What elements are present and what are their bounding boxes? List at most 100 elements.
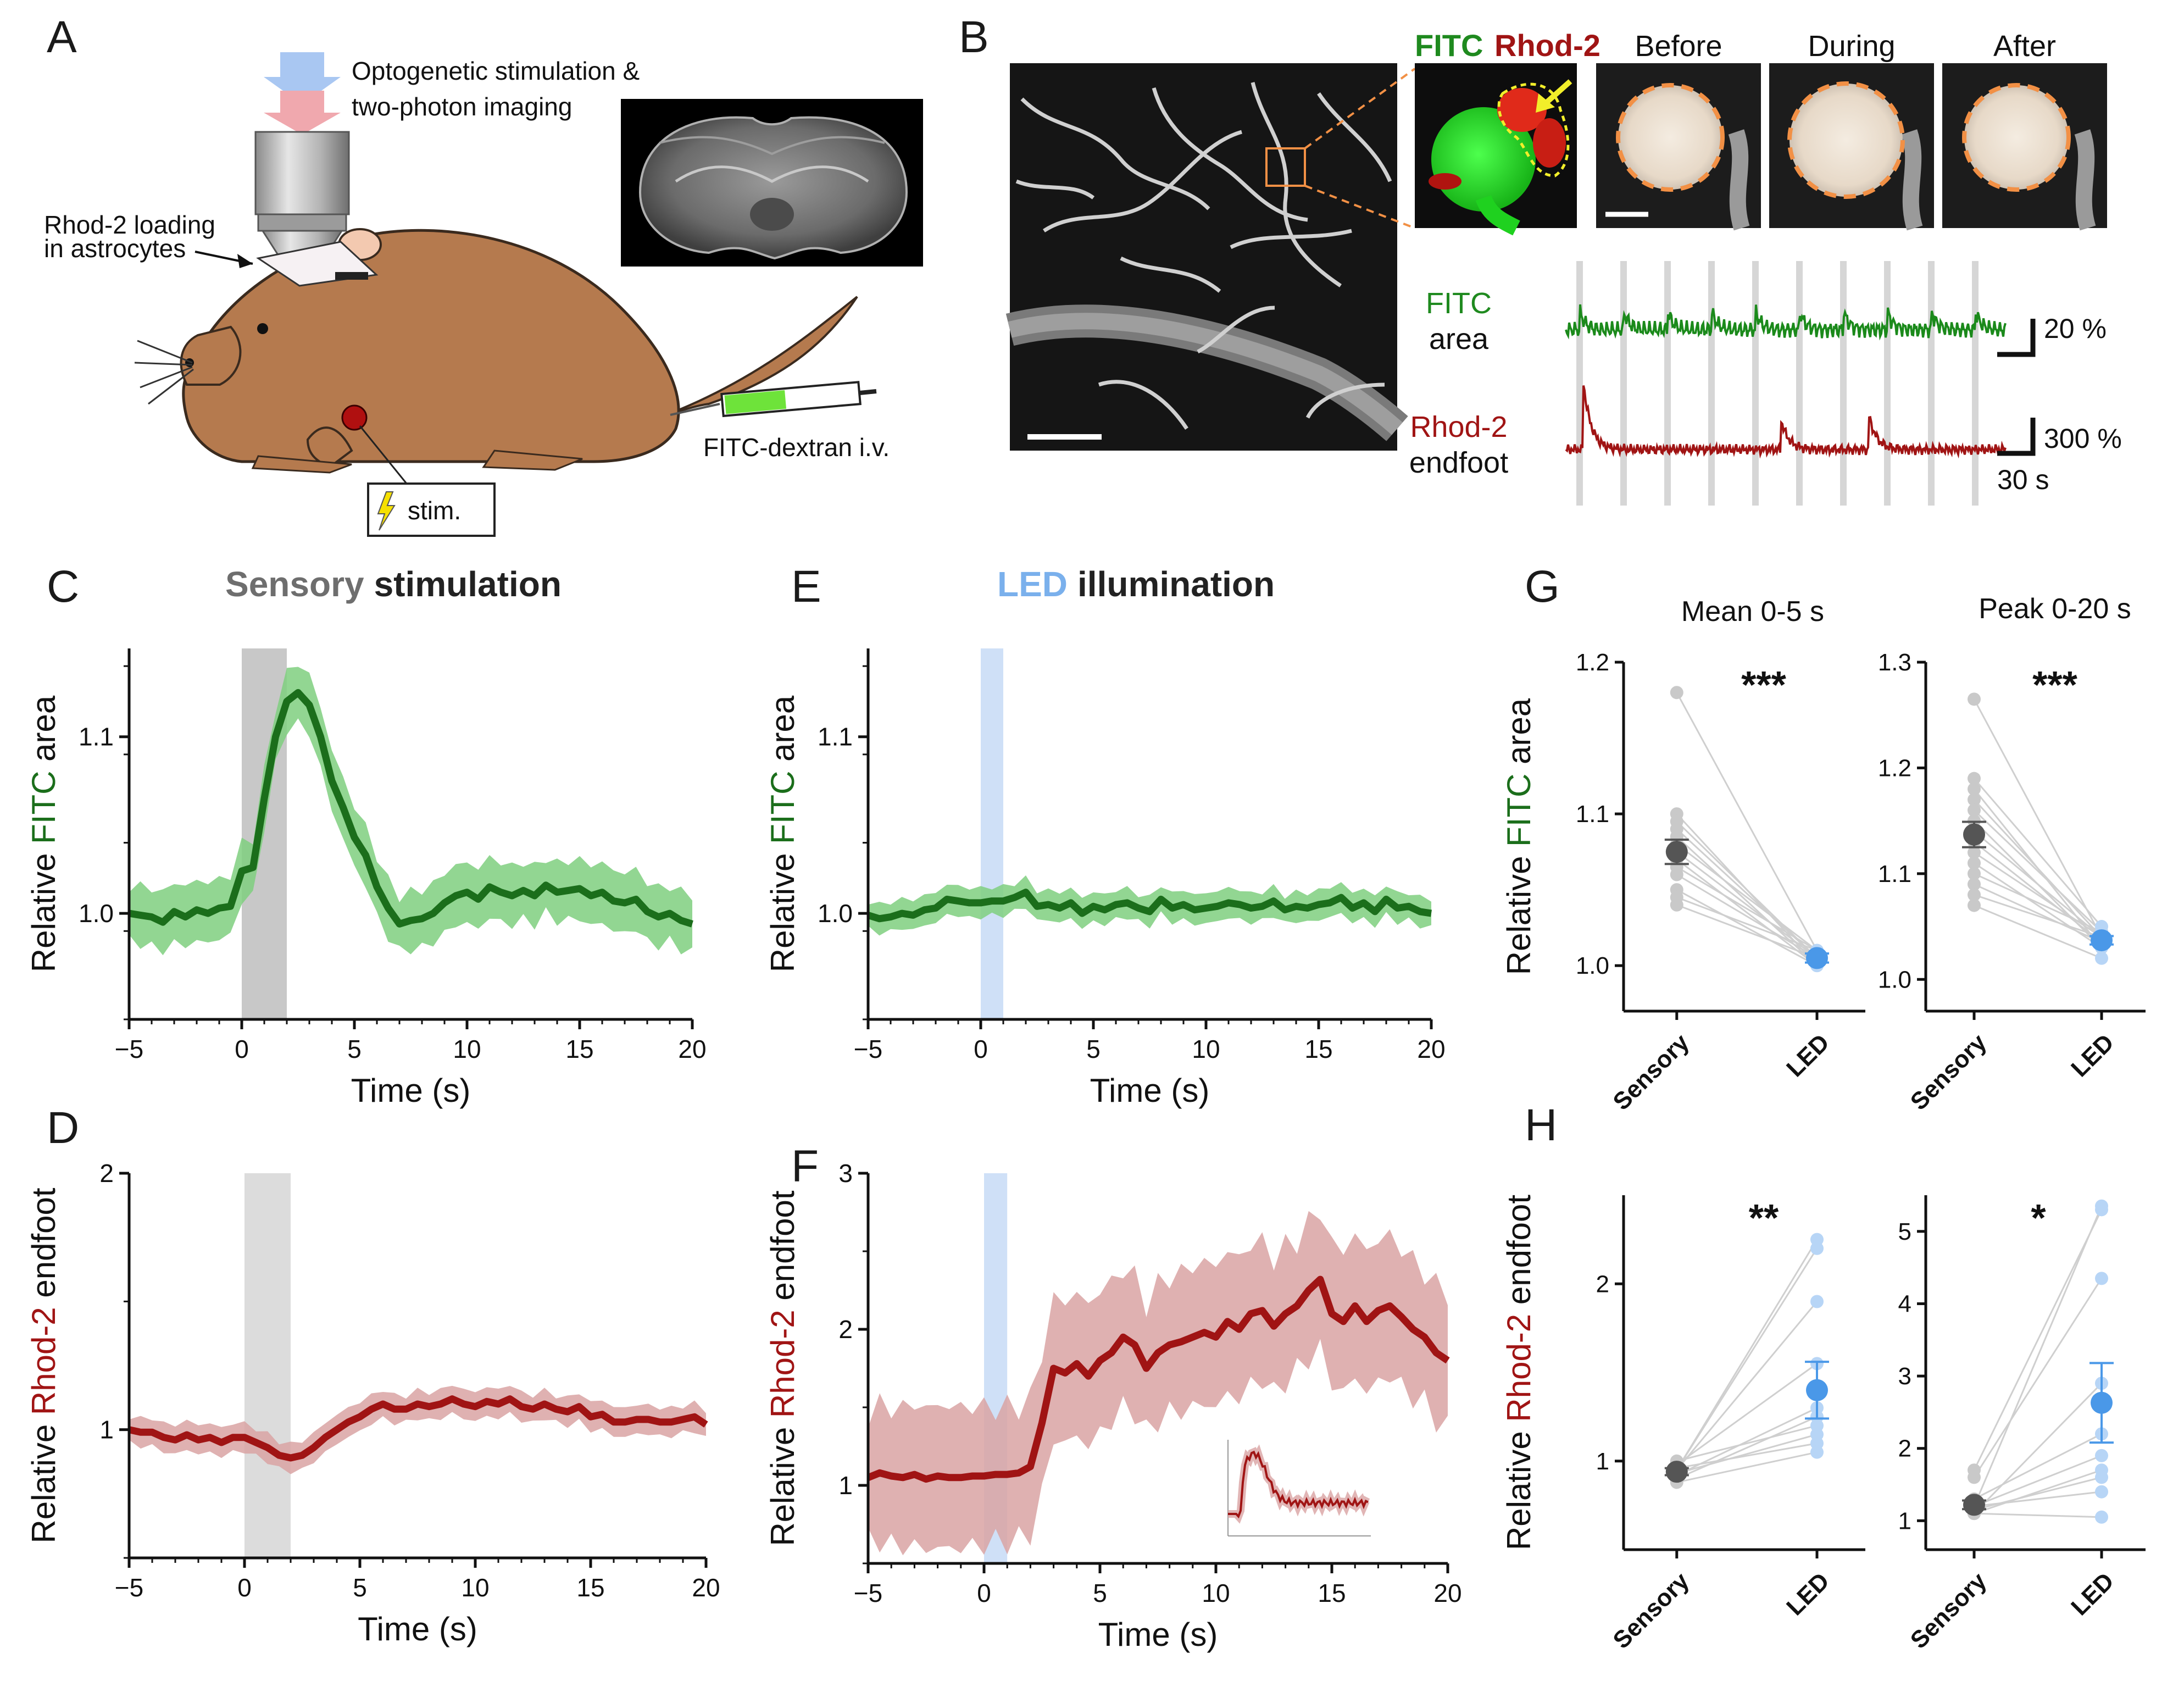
inset-line: [1228, 1450, 1369, 1519]
mean-trace-line: [867, 889, 1432, 923]
mean-point: [1806, 1379, 1828, 1401]
mean-point: [2091, 929, 2113, 952]
stim-marker-bar: [1708, 261, 1715, 506]
x-tick-label: 20: [1433, 1579, 1461, 1607]
g-left-significance: ***: [1741, 663, 1786, 706]
paired-line: [1676, 874, 1818, 959]
mean-point: [1963, 823, 1985, 846]
paired-line: [1676, 889, 1818, 967]
paired-line: [1974, 1455, 2102, 1507]
y-axis-label-part: endfoot: [25, 1188, 62, 1307]
x-axis-label: Time (s): [358, 1611, 477, 1647]
title-sensory-stimulation: Sensory stimulation: [225, 564, 562, 604]
mean-point: [1665, 1461, 1688, 1483]
panel-b: B: [959, 12, 2122, 506]
x-category-label: Sensory: [1608, 1029, 1694, 1116]
paired-line: [1676, 692, 1818, 951]
frame-before: [1596, 63, 1761, 231]
scale-bar-rhod: [1997, 418, 2036, 456]
trace-label-rhod-2: endfoot: [1409, 446, 1508, 479]
x-tick-label: 5: [347, 1035, 362, 1063]
y-tick-label: 1.2: [1878, 754, 1911, 781]
x-tick-label: −5: [854, 1579, 882, 1607]
chart-f-led-rhod: −5 0 5 10 15 20 1 2 3 Time (s) Relative Rhod-2 end…: [764, 1159, 1462, 1653]
title-word-sensory: Sensory: [225, 564, 364, 604]
mean-point: [1963, 1494, 1985, 1516]
y-axis-label-part: Rhod-2: [25, 1307, 62, 1415]
paired-line: [1676, 1301, 1818, 1471]
stim-markers: [1576, 261, 1979, 506]
stim-marker-bar: [1576, 261, 1583, 506]
paired-line: [1974, 1512, 2102, 1518]
panel-label-a: A: [47, 12, 77, 62]
y-axis-label-part: Relative: [1501, 1422, 1537, 1550]
blue-light-arrow-icon: [264, 52, 341, 104]
led-point: [2095, 1272, 2108, 1285]
lightning-icon: [377, 491, 396, 531]
x-tick-label: 10: [453, 1035, 481, 1063]
x-tick-label: −5: [115, 1573, 143, 1602]
title-word-stimulation: stimulation: [374, 564, 562, 604]
panel-label-g: G: [1525, 562, 1560, 612]
chart-e-led-fitc: −5 0 5 10 15 20 1.0 1.1 Time (s) Relative FITC ar…: [764, 648, 1446, 1109]
y-tick-label: 2: [1596, 1271, 1609, 1297]
vasculature-image: [1005, 63, 1416, 451]
g-right-significance: ***: [2032, 663, 2077, 706]
paired-line: [1974, 873, 2102, 933]
paired-line: [1676, 1451, 1818, 1483]
mouse-illustration: [134, 228, 858, 484]
h-right-significance: *: [2031, 1196, 2046, 1239]
paired-line: [1676, 851, 1818, 959]
y-axis-label: Relative Rhod-2 endfoot: [25, 1188, 62, 1543]
paired-line: [1676, 1416, 1818, 1480]
panel-label-b: B: [959, 12, 989, 62]
y-axis-label: Relative FITC area: [1501, 698, 1537, 975]
paired-line: [1973, 809, 2103, 933]
sensory-point: [1968, 1471, 1981, 1484]
red-light-arrow-icon: [264, 91, 341, 135]
paired-line: [1974, 905, 2102, 959]
y-axis-label-part: area: [1501, 698, 1537, 773]
y-axis-label-part: Relative: [25, 1415, 62, 1543]
x-category-label: LED: [2066, 1029, 2119, 1082]
y-tick-label: 3: [838, 1159, 853, 1188]
y-tick-label: 1.1: [818, 723, 853, 751]
y-axis-label-part: Rhod-2: [764, 1310, 801, 1418]
y-tick-label: 1.1: [79, 723, 114, 751]
paired-line: [1973, 1209, 2103, 1471]
y-tick-label: 1: [1596, 1448, 1609, 1475]
panel-label-d: D: [47, 1103, 79, 1153]
x-tick-label: 10: [1202, 1579, 1230, 1607]
x-tick-label: 0: [974, 1035, 988, 1063]
paired-line: [1676, 1363, 1818, 1466]
led-point: [1810, 1295, 1824, 1308]
y-axis-label-part: FITC: [1501, 774, 1537, 847]
x-tick-label: 10: [461, 1573, 489, 1602]
mouse-eye-icon: [257, 323, 268, 334]
mean-trace-line: [128, 689, 693, 928]
trace-label-fitc-2: area: [1429, 323, 1489, 356]
x-tick-label: 5: [1086, 1035, 1101, 1063]
y-axis-label: Relative FITC area: [764, 695, 801, 972]
frame-during: [1769, 63, 1934, 231]
paired-line: [1676, 844, 1818, 951]
paired-line: [1974, 894, 2102, 938]
y-axis-label: Relative Rhod-2 endfoot: [764, 1190, 801, 1546]
paired-line: [1676, 896, 1818, 951]
overlay-label-rhod: Rhod-2: [1494, 28, 1601, 63]
stim-marker-bar: [1664, 261, 1671, 506]
x-tick-label: 5: [1093, 1579, 1107, 1607]
paired-line: [1676, 1433, 1818, 1474]
sensory-point: [1968, 846, 1981, 859]
x-axis-label: Time (s): [1090, 1072, 1210, 1109]
scale-label-rhod: 300 %: [2044, 423, 2122, 454]
y-tick-label: 3: [1898, 1363, 1911, 1390]
x-category-label: Sensory: [1608, 1567, 1694, 1654]
led-point: [2095, 951, 2108, 965]
x-tick-label: 20: [692, 1573, 720, 1602]
stim-window-bar: [981, 648, 1003, 1019]
paired-line: [1676, 1424, 1818, 1462]
y-tick-label: 5: [1898, 1218, 1911, 1245]
rhod-label-line1: Rhod-2 loading: [44, 210, 215, 239]
led-point: [2095, 1471, 2108, 1484]
